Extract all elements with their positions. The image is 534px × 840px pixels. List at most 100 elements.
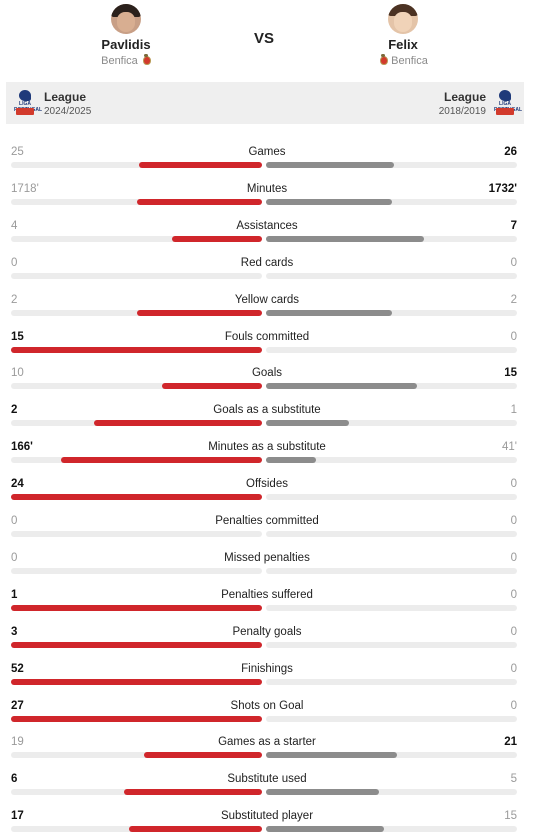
stat-left-bar-fill xyxy=(11,494,262,501)
stat-right-value: 26 xyxy=(504,146,517,158)
stat-right-bar-fill xyxy=(266,309,392,316)
stat-label: Finishings xyxy=(241,662,293,675)
stat-right-bar-track xyxy=(266,604,517,611)
stat-left-bar-fill xyxy=(171,235,262,242)
stat-right-value: 1 xyxy=(510,404,517,417)
stat-right-bar-fill xyxy=(266,752,397,759)
stat-right-value: 0 xyxy=(510,588,517,601)
stat-row: 0 Penalties committed 0 xyxy=(0,514,534,550)
stat-label: Yellow cards xyxy=(234,293,300,306)
player-right-avatar[interactable] xyxy=(388,4,418,34)
stat-label: Substitute used xyxy=(227,773,307,786)
stat-left-bar-track xyxy=(11,604,262,611)
stat-right-value: 0 xyxy=(510,330,517,343)
stat-left-value: 2 xyxy=(11,404,18,417)
stat-left-bar-track xyxy=(11,752,262,759)
stat-right-bar-track xyxy=(266,641,517,648)
stat-right-bar-track xyxy=(266,531,517,537)
stat-label: Minutes as a substitute xyxy=(208,441,326,454)
stat-left-value: 3 xyxy=(11,625,18,638)
stat-left-bar-track xyxy=(11,789,262,796)
vs-label: VS xyxy=(254,30,275,47)
stat-right-bar-track xyxy=(266,826,517,833)
stat-left-bar-track xyxy=(11,641,262,648)
stat-left-value: 19 xyxy=(11,736,24,749)
stat-left-value: 15 xyxy=(11,330,24,343)
stat-right-value: 0 xyxy=(510,625,517,638)
stat-right-bar-fill xyxy=(266,789,379,796)
benfica-crest-icon xyxy=(378,54,389,65)
stat-left-bar-track xyxy=(11,531,262,537)
stat-right-value: 0 xyxy=(510,662,517,675)
stat-left-value: 0 xyxy=(11,256,18,269)
league-right[interactable]: League 2018/2019 xyxy=(439,90,486,118)
stat-row: 15 Fouls committed 0 xyxy=(0,330,534,366)
stat-right-bar-track xyxy=(266,383,517,390)
stat-left-bar-track xyxy=(11,309,262,316)
stat-right-bar-track xyxy=(266,494,517,501)
stat-right-bar-fill xyxy=(266,383,417,390)
stat-row: 27 Shots on Goal 0 xyxy=(0,699,534,735)
stat-left-value: 4 xyxy=(11,219,18,232)
stat-right-value: 1732' xyxy=(488,182,517,195)
stat-right-bar-track xyxy=(266,198,517,205)
stat-left-bar-track xyxy=(11,678,262,685)
stat-row: 24 Offsides 0 xyxy=(0,477,534,513)
stat-left-bar-fill xyxy=(123,789,262,796)
stat-left-value: 10 xyxy=(11,367,24,380)
stat-row: 52 Finishings 0 xyxy=(0,662,534,698)
stat-left-bar-fill xyxy=(61,457,262,464)
league-left-name: League xyxy=(44,90,87,104)
stat-right-bar-track xyxy=(266,420,517,427)
stat-left-value: 25 xyxy=(11,146,24,158)
stat-left-value: 52 xyxy=(11,662,24,675)
stat-left-bar-track xyxy=(11,198,262,205)
stat-label: Substituted player xyxy=(220,810,314,823)
player-right-name[interactable]: Felix xyxy=(388,37,418,52)
stat-right-bar-fill xyxy=(266,235,425,242)
stat-row: 166' Minutes as a substitute 41' xyxy=(0,440,534,476)
stat-left-value: 6 xyxy=(11,773,18,786)
player-left-name[interactable]: Pavlidis xyxy=(101,37,151,52)
stat-row: 17 Substituted player 15 xyxy=(0,809,534,840)
player-left[interactable]: Pavlidis Benfica xyxy=(46,0,206,68)
liga-portugal-logo-icon: LIGA PORTUGAL xyxy=(14,89,42,117)
stat-right-bar-track xyxy=(266,457,517,464)
stat-right-bar-track xyxy=(266,715,517,722)
stat-label: Missed penalties xyxy=(224,551,310,564)
stat-left-bar-track xyxy=(11,383,262,390)
stat-row: 0 Missed penalties 0 xyxy=(0,551,534,587)
stat-right-bar-fill xyxy=(266,198,392,205)
stat-left-bar-fill xyxy=(161,383,262,390)
league-right-season: 2018/2019 xyxy=(438,106,486,117)
stat-right-bar-track xyxy=(266,789,517,796)
stat-left-bar-track xyxy=(11,272,262,279)
stat-left-bar-track xyxy=(11,346,262,353)
stat-left-bar-fill xyxy=(139,162,262,168)
stat-label: Games as a starter xyxy=(218,736,316,749)
player-left-avatar[interactable] xyxy=(111,4,141,34)
stat-row: 1718' Minutes 1732' xyxy=(0,182,534,218)
comparison-header: Pavlidis Benfica VS Felix Benfica xyxy=(0,0,534,82)
stat-right-value: 41' xyxy=(502,441,517,454)
stat-right-bar-track xyxy=(266,567,517,574)
stat-left-bar-fill xyxy=(93,420,262,427)
stat-right-value: 7 xyxy=(510,219,517,232)
league-left[interactable]: League 2024/2025 xyxy=(44,90,91,118)
stat-label: Goals xyxy=(251,367,283,380)
stat-left-value: 1718' xyxy=(11,182,39,195)
stat-row: 4 Assistances 7 xyxy=(0,219,534,255)
stat-right-bar-fill xyxy=(266,457,317,464)
league-bar: LIGA PORTUGAL League 2024/2025 League 20… xyxy=(6,82,524,124)
stat-label: Games xyxy=(248,146,286,158)
player-right[interactable]: Felix Benfica xyxy=(323,0,483,68)
league-left-season: 2024/2025 xyxy=(44,106,92,117)
stat-left-bar-track xyxy=(11,457,262,464)
stat-label: Goals as a substitute xyxy=(213,404,321,417)
stat-left-bar-fill xyxy=(11,715,262,722)
stat-left-bar-fill xyxy=(11,641,262,648)
stat-right-value: 21 xyxy=(504,736,517,749)
stat-row: 19 Games as a starter 21 xyxy=(0,735,534,771)
stat-label: Minutes xyxy=(246,182,288,195)
stat-left-value: 0 xyxy=(11,515,18,527)
